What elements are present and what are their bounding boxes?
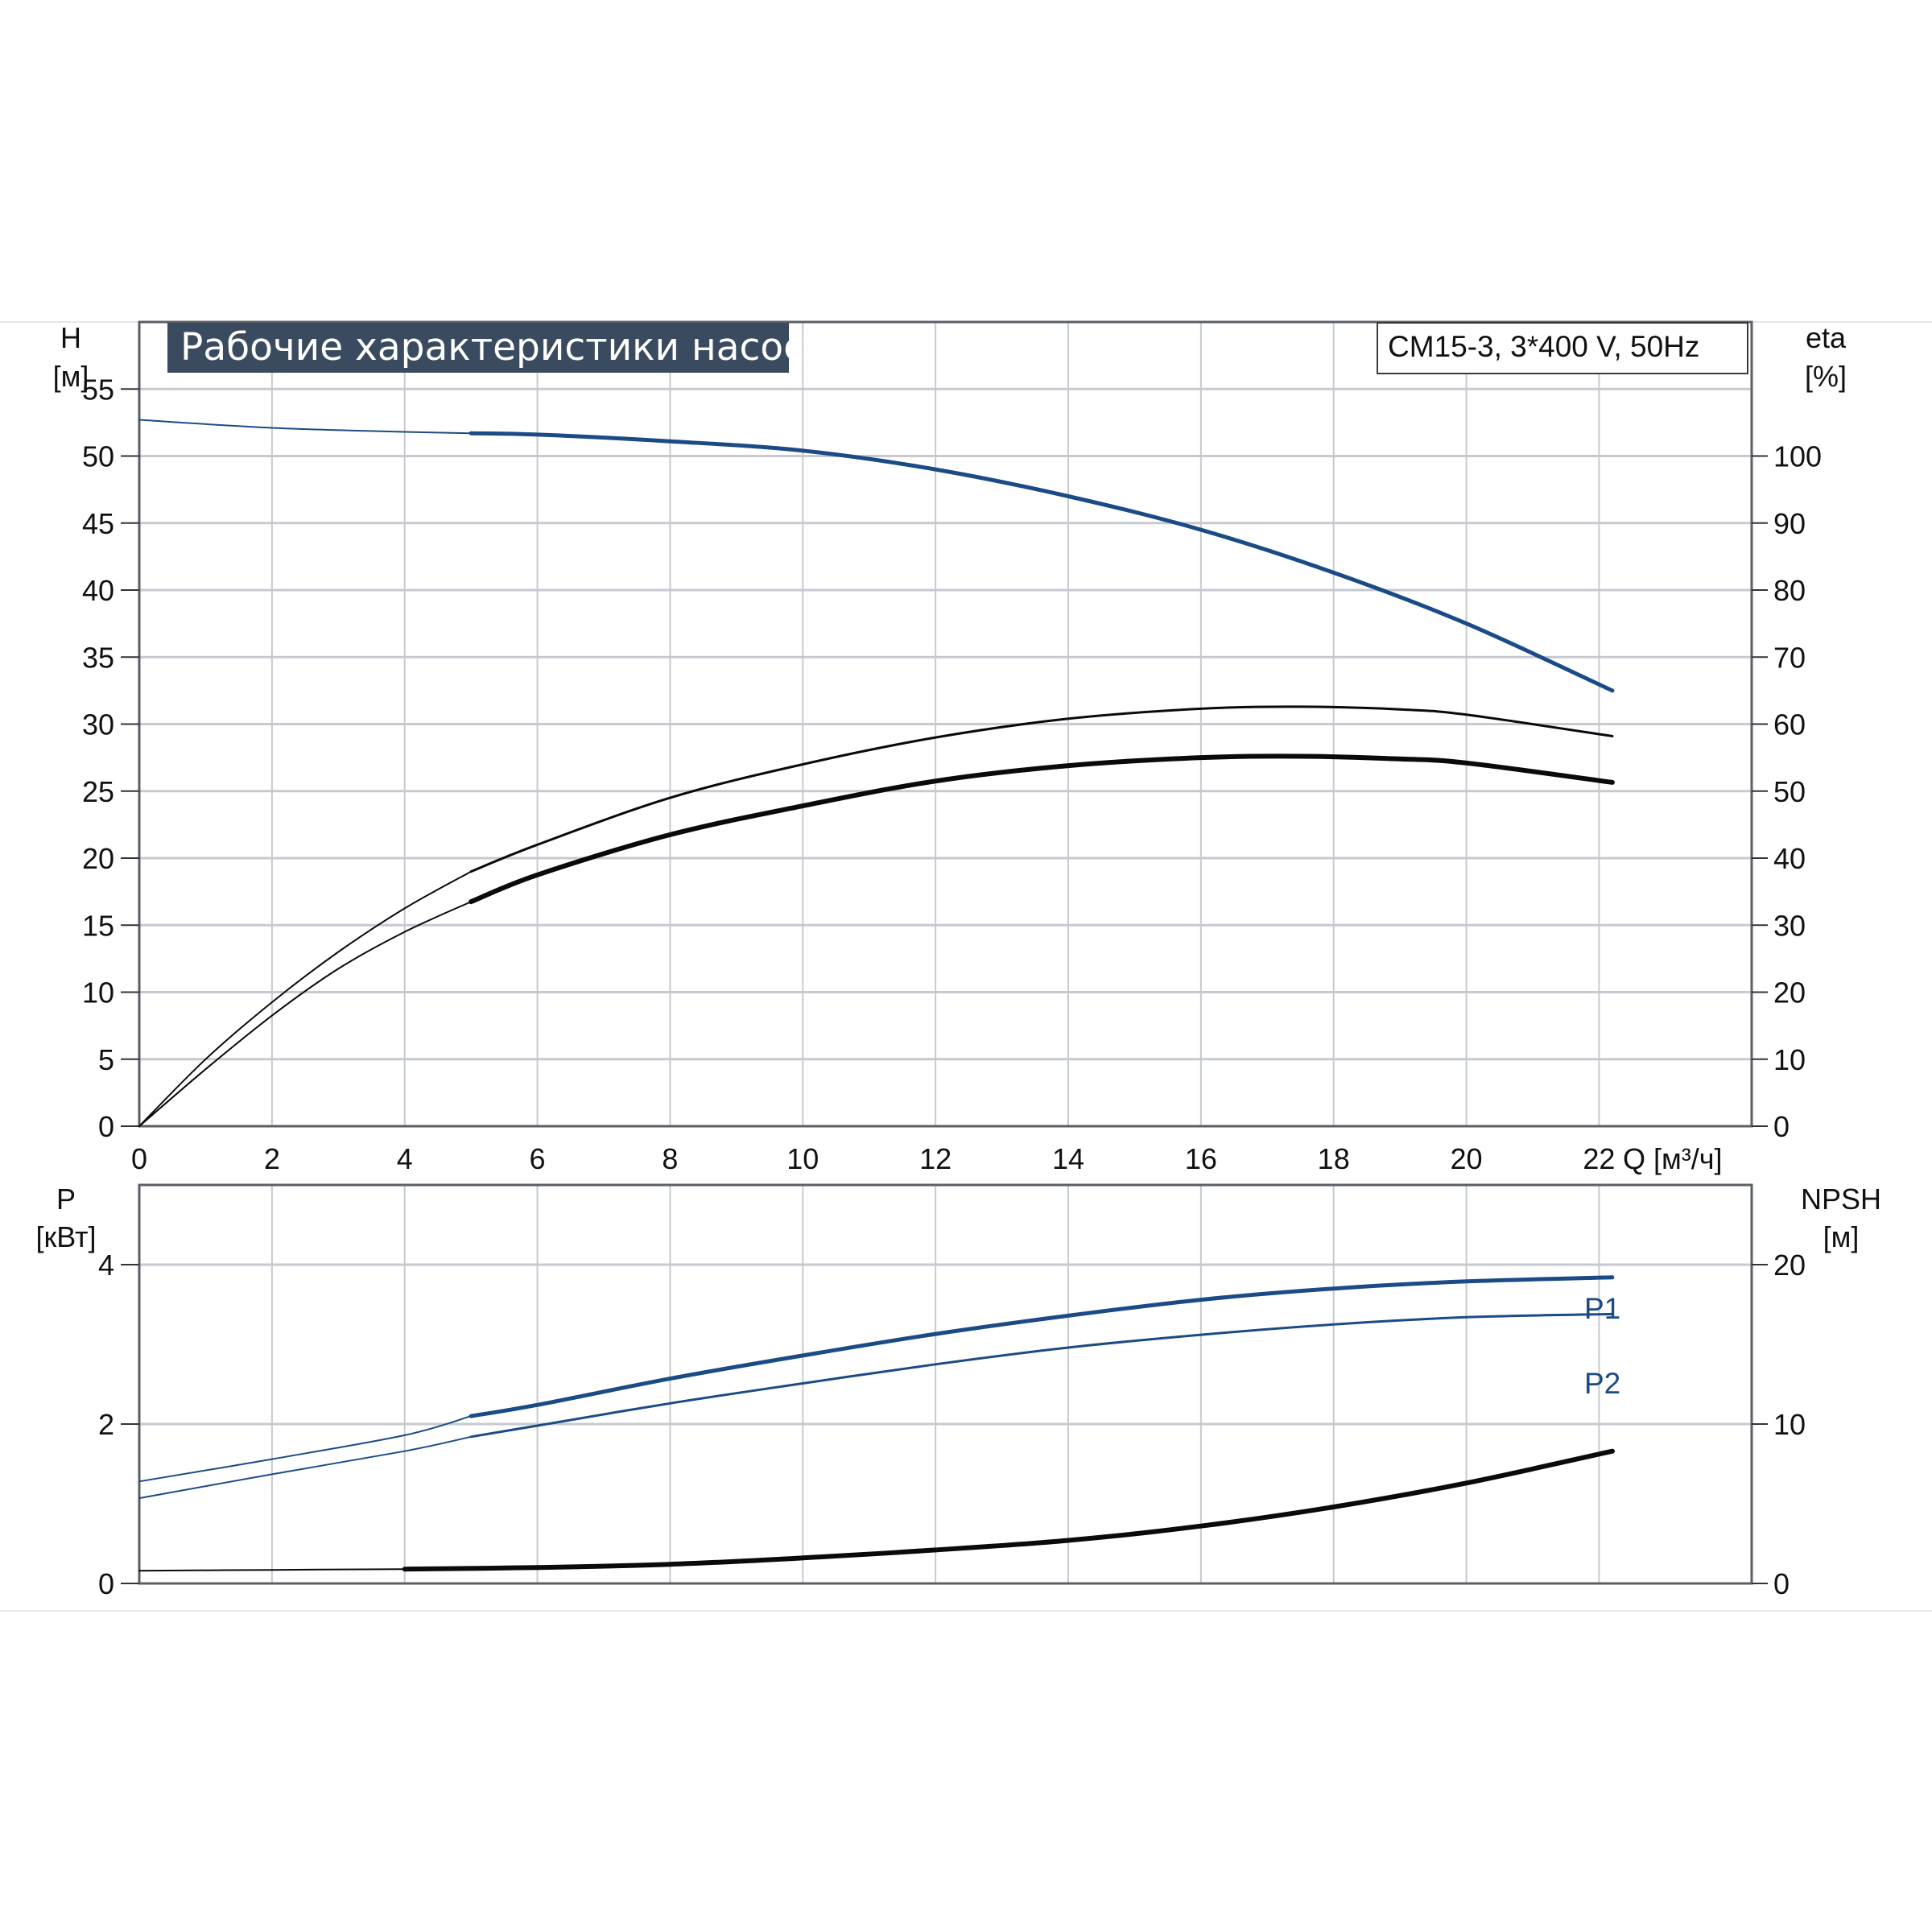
series-label-p2: P2 [1584,1367,1620,1400]
series-1-0-extrapolated-line [138,1415,473,1483]
series-1-2-extrapolated-line [138,1568,406,1572]
chart-title: Рабочие характеристики насоса [180,325,828,369]
y-right-tick-label: 60 [1773,708,1806,741]
series-0-0-extrapolated-line [138,419,473,435]
y-left-bottom-symbol: P [56,1183,76,1216]
y-left-tick-label: 4 [98,1249,114,1282]
y-left-tick-label: 15 [82,909,114,942]
y-right-tick-label: 100 [1773,440,1822,473]
model-label: CM15-3, 3*400 V, 50Hz [1388,330,1699,363]
series-0-0-line [469,431,1615,693]
series-label-p1: P1 [1584,1292,1620,1325]
x-tick-label: 6 [530,1142,546,1175]
y-left-tick-label: 50 [82,440,114,473]
y-right-tick-label: 30 [1773,909,1806,942]
bottom-panel-frame [138,1183,1753,1585]
y-left-tick-label: 35 [82,641,114,674]
y-left-tick-label: 55 [82,373,114,406]
series-1-2-line [402,1448,1615,1572]
y-right-tick-label: 10 [1773,1043,1806,1076]
y-right-top-unit: [%] [1805,360,1847,393]
top-panel-grid [139,322,1752,1126]
x-tick-label: 2 [264,1142,280,1175]
y-left-tick-label: 25 [82,775,114,808]
x-tick-label: 8 [662,1142,678,1175]
y-right-tick-label: 40 [1773,842,1806,875]
y-right-tick-label: 80 [1773,574,1806,607]
model-label-box [1377,322,1748,374]
y-right-tick-label: 0 [1773,1567,1790,1600]
x-axis-label: Q [м³/ч] [1623,1142,1723,1175]
series-0-2-line [469,753,1615,905]
chart-title-badge [167,323,789,373]
top-panel-series [138,419,1615,1127]
y-left-tick-label: 0 [98,1110,114,1143]
y-right-tick-label: 20 [1773,976,1806,1009]
y-left-tick-label: 40 [82,574,114,607]
y-left-bottom-unit: [кВт] [35,1220,96,1253]
series-1-0-line [469,1275,1615,1418]
y-left-top-symbol: H [60,321,81,354]
x-tick-label: 12 [919,1142,952,1175]
y-left-tick-label: 5 [98,1043,114,1076]
y-left-top-unit: [м] [53,360,89,393]
x-tick-label: 14 [1052,1142,1084,1175]
series-0-1-extrapolated-line [138,870,473,1127]
y-right-tick-label: 70 [1773,641,1806,674]
x-tick-label: 4 [397,1142,413,1175]
series-1-1-extrapolated-line [138,1435,473,1500]
x-tick-label: 10 [786,1142,819,1175]
y-left-tick-label: 2 [98,1408,114,1441]
series-0-1-line [469,705,1614,873]
bottom-panel-tick-labels: 0 2 4 0 10 20 [98,1249,1806,1600]
y-right-top-symbol: eta [1806,321,1847,354]
y-left-tick-label: 0 [98,1567,114,1600]
y-left-tick-label: 20 [82,842,114,875]
x-tick-label: 16 [1185,1142,1217,1175]
y-right-bottom-symbol: NPSH [1801,1183,1881,1216]
y-left-tick-label: 30 [82,708,114,741]
y-right-tick-label: 20 [1773,1249,1806,1282]
y-right-tick-label: 0 [1773,1110,1790,1143]
y-left-tick-label: 10 [82,976,114,1009]
bottom-panel-series [138,1275,1615,1572]
y-left-tick-label: 45 [82,507,114,540]
series-0-2-extrapolated-line [138,901,473,1127]
y-right-bottom-unit: [м] [1823,1220,1860,1253]
x-tick-label: 18 [1318,1142,1350,1175]
x-tick-label: 22 [1583,1142,1615,1175]
y-right-tick-label: 10 [1773,1408,1806,1441]
x-tick-label: 0 [131,1142,147,1175]
series-1-1-line [469,1312,1614,1439]
y-right-tick-label: 50 [1773,775,1806,808]
y-right-tick-label: 90 [1773,507,1806,540]
top-panel-tick-labels: 0510152025303540455055010203040506070809… [82,373,1822,1175]
x-tick-label: 20 [1451,1142,1483,1175]
bottom-panel-grid [139,1185,1752,1583]
